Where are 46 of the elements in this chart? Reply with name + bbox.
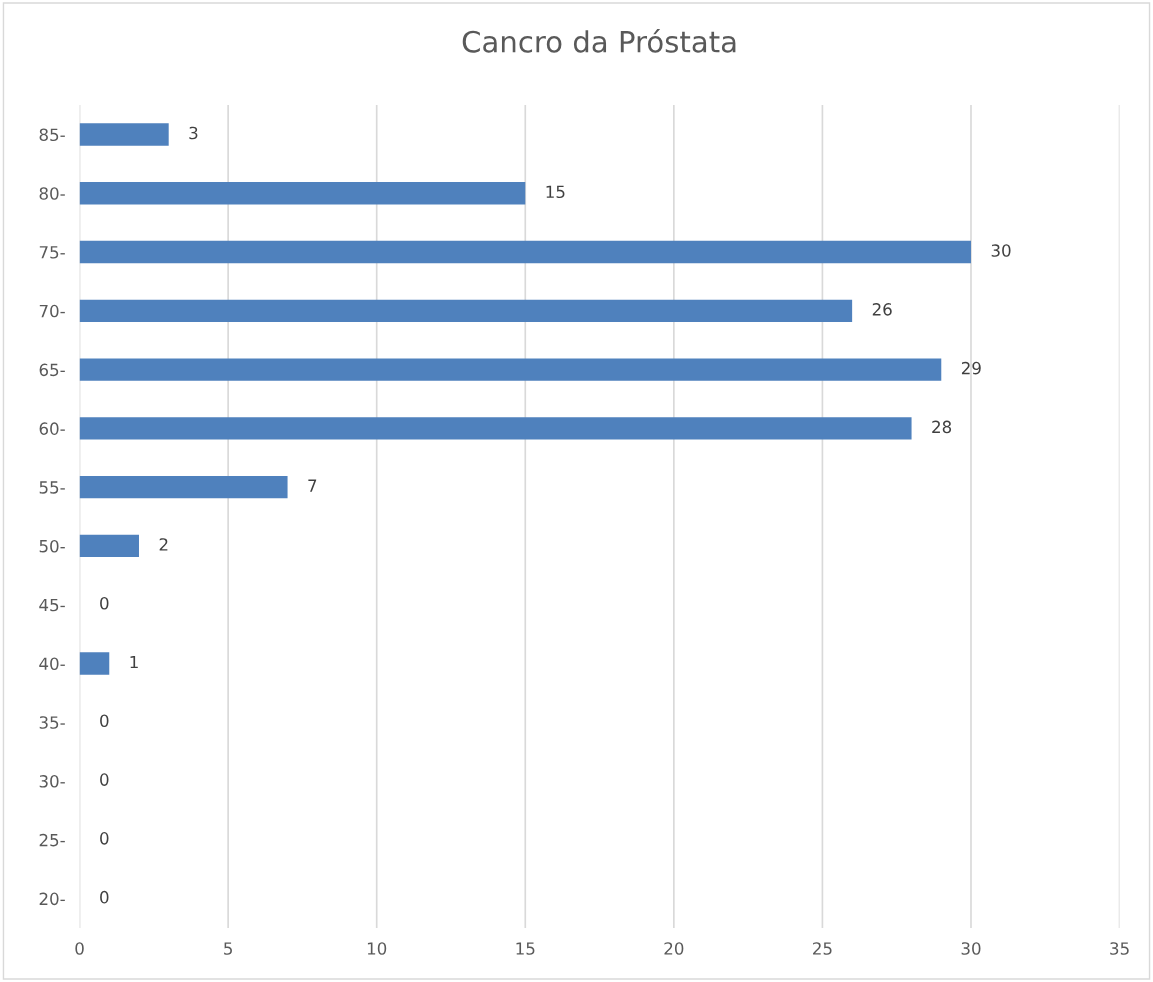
data-label: 29 <box>961 361 981 375</box>
data-label: 28 <box>932 420 952 434</box>
y-tick-label: 50- <box>39 539 65 553</box>
bar <box>79 475 288 499</box>
bar <box>79 534 139 558</box>
y-tick-label: 55- <box>39 481 65 494</box>
y-tick-label: 25- <box>39 833 65 847</box>
y-tick-label: 65- <box>39 363 65 377</box>
data-label: 2 <box>159 538 168 551</box>
data-label: 0 <box>100 890 109 904</box>
bar <box>79 417 912 440</box>
data-label: 0 <box>100 832 109 845</box>
data-label: 3 <box>189 126 198 140</box>
x-tick-label: 35 <box>1110 942 1129 955</box>
y-tick-label: 80- <box>39 187 65 200</box>
bar <box>79 182 526 205</box>
y-tick-label: 40- <box>39 657 65 671</box>
y-tick-label: 60- <box>39 422 65 435</box>
data-label: 1 <box>130 655 138 669</box>
data-label: 26 <box>872 303 892 316</box>
x-tick-label: 30 <box>961 942 981 955</box>
bar <box>79 123 169 146</box>
y-tick-label: 35- <box>39 716 65 729</box>
bar <box>79 652 110 675</box>
x-tick-label: 20 <box>664 942 684 955</box>
x-tick-label: 10 <box>367 942 387 955</box>
y-tick-label: 70- <box>39 304 65 318</box>
data-label: 7 <box>308 479 317 492</box>
data-label: 0 <box>100 596 109 610</box>
data-label: 0 <box>100 773 109 786</box>
x-tick-label: 15 <box>516 942 535 955</box>
bar <box>79 358 942 381</box>
y-tick-label: 45- <box>39 598 65 612</box>
bar <box>79 299 853 322</box>
data-label: 0 <box>100 714 109 728</box>
y-tick-label: 30- <box>39 775 65 788</box>
data-label: 15 <box>546 185 565 199</box>
x-tick-label: 5 <box>224 942 232 955</box>
y-tick-label: 20- <box>39 892 65 906</box>
chart-title: Cancro da Próstata <box>462 28 736 53</box>
y-tick-label: 75- <box>39 246 65 259</box>
x-tick-label: 0 <box>75 942 84 955</box>
y-tick-label: 85- <box>39 128 65 142</box>
bar <box>79 240 971 264</box>
data-label: 30 <box>991 244 1011 257</box>
x-tick-label: 25 <box>813 942 832 955</box>
